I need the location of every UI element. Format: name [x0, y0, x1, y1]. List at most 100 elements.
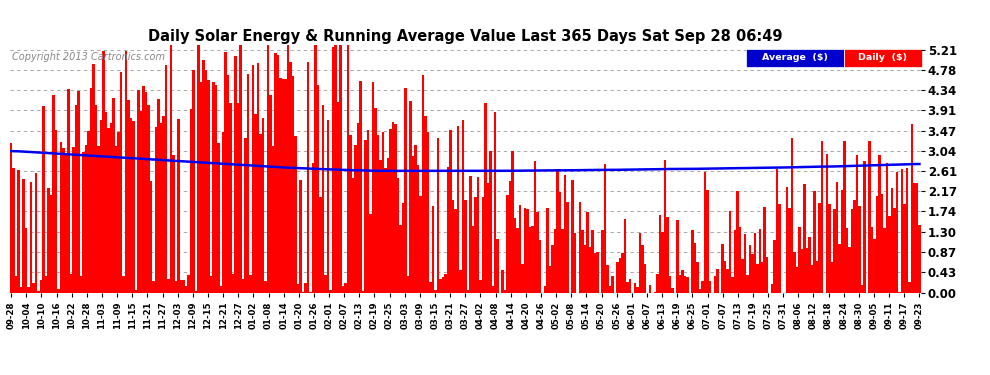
Bar [195, 291, 197, 292]
Bar [257, 63, 259, 292]
Bar [240, 45, 242, 292]
Bar [816, 261, 819, 292]
Bar [309, 291, 312, 292]
Bar [177, 119, 179, 292]
Bar [354, 146, 356, 292]
Bar [337, 102, 340, 292]
Bar [911, 124, 913, 292]
Bar [639, 233, 642, 292]
Bar [736, 192, 739, 292]
Bar [394, 124, 397, 292]
Bar [751, 254, 753, 292]
Bar [561, 230, 564, 292]
Bar [225, 52, 227, 292]
Bar [514, 217, 517, 292]
Bar [694, 243, 696, 292]
Bar [164, 65, 167, 292]
Bar [157, 99, 159, 292]
Bar [115, 146, 117, 292]
Bar [461, 120, 464, 292]
Bar [524, 208, 527, 292]
Bar [30, 182, 33, 292]
Bar [262, 118, 264, 292]
Bar [809, 237, 811, 292]
Bar [215, 85, 217, 292]
Bar [361, 291, 364, 292]
Bar [908, 282, 911, 292]
Bar [537, 213, 539, 292]
Bar [841, 189, 843, 292]
Text: Average  ($): Average ($) [762, 53, 828, 62]
Bar [853, 200, 855, 292]
Bar [548, 266, 551, 292]
Bar [356, 123, 359, 292]
Bar [811, 266, 814, 292]
Bar [466, 290, 469, 292]
Bar [743, 234, 746, 292]
Bar [80, 276, 82, 292]
Bar [661, 232, 663, 292]
Bar [162, 116, 164, 292]
Bar [122, 276, 125, 292]
Bar [627, 282, 629, 292]
Bar [149, 182, 152, 292]
Bar [230, 103, 232, 292]
Bar [437, 138, 440, 292]
Bar [52, 95, 54, 292]
Bar [172, 155, 174, 292]
Bar [918, 225, 921, 292]
Bar [267, 45, 269, 292]
Bar [553, 228, 556, 292]
Bar [384, 168, 387, 292]
Bar [429, 282, 432, 292]
Bar [778, 204, 781, 292]
Bar [279, 78, 282, 292]
Bar [432, 206, 434, 292]
Bar [581, 230, 584, 292]
Bar [294, 136, 297, 292]
Bar [304, 283, 307, 292]
Bar [855, 155, 858, 292]
Bar [609, 286, 611, 292]
Bar [888, 216, 891, 292]
Bar [272, 146, 274, 292]
Bar [402, 202, 404, 292]
Bar [806, 248, 809, 292]
Bar [112, 98, 115, 292]
Bar [289, 62, 292, 292]
Bar [59, 142, 62, 292]
Bar [297, 284, 299, 292]
Bar [763, 207, 766, 292]
Bar [459, 270, 461, 292]
Bar [906, 168, 908, 292]
Bar [891, 188, 893, 292]
Bar [82, 152, 85, 292]
Bar [642, 245, 644, 292]
Bar [489, 151, 491, 292]
Bar [876, 196, 878, 292]
Bar [125, 51, 127, 292]
Bar [179, 280, 182, 292]
Bar [566, 202, 569, 292]
Bar [451, 200, 454, 292]
Bar [850, 209, 853, 292]
Bar [330, 290, 332, 292]
Bar [574, 233, 576, 292]
Bar [761, 262, 763, 292]
Bar [861, 285, 863, 292]
Bar [140, 111, 143, 292]
Bar [414, 145, 417, 292]
Bar [701, 280, 704, 292]
Bar [883, 228, 886, 292]
Bar [197, 45, 200, 292]
Bar [556, 170, 559, 292]
Bar [644, 264, 646, 292]
Bar [804, 184, 806, 292]
Bar [886, 163, 888, 292]
Bar [277, 55, 279, 292]
Bar [33, 283, 35, 292]
Bar [559, 192, 561, 292]
Bar [351, 178, 354, 292]
Bar [456, 126, 459, 292]
Bar [819, 204, 821, 292]
